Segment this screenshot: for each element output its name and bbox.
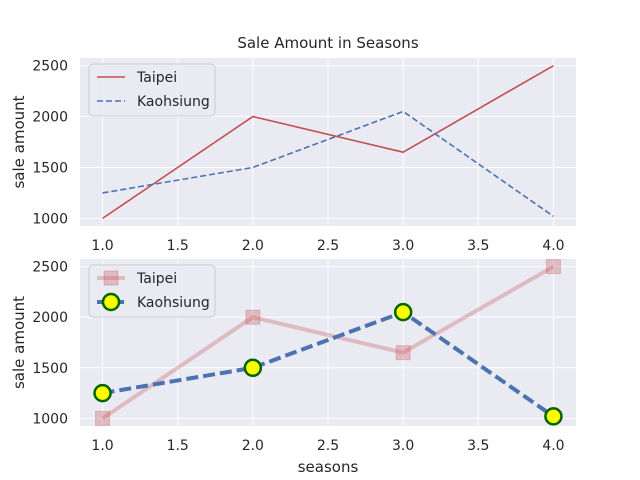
chart-title: Sale Amount in Seasons [237, 34, 418, 52]
x-tick-label: 2.5 [317, 438, 339, 454]
x-tick-label: 2.0 [242, 238, 264, 254]
series-kaohsiung [102, 110, 554, 217]
legend: Taipei Kaohsiung [88, 63, 216, 117]
y-tick-label: 1000 [32, 411, 68, 427]
data-point-taipei [245, 309, 261, 325]
x-tick-label: 3.0 [392, 438, 414, 454]
legend-marker-kaohsiung [101, 292, 121, 312]
legend-label-kaohsiung: Kaohsiung [137, 94, 210, 110]
series-taipei [95, 259, 561, 426]
y-tick-label: 1000 [32, 211, 68, 227]
series-line-taipei [102, 64, 554, 220]
series-line-taipei [101, 264, 555, 421]
bottom-chart-panel: 1.0 1.5 2.0 2.5 3.0 3.5 4.0 1000 1500 2000 2500 sal… [10, 259, 576, 476]
data-point-kaohsiung [93, 383, 112, 403]
y-axis-label: sale amount [10, 296, 28, 389]
legend-label-taipei: Taipei [136, 70, 177, 86]
series-line-kaohsiung [102, 310, 555, 419]
y-tick-label: 1500 [32, 361, 68, 377]
y-tick-label: 2000 [32, 110, 68, 126]
data-point-taipei [95, 410, 111, 426]
series-taipei [102, 64, 554, 220]
legend: Taipei Kaohsiung [88, 264, 216, 318]
y-tick-label: 1500 [32, 160, 68, 176]
data-point-kaohsiung [243, 358, 263, 378]
data-point-kaohsiung [393, 302, 413, 322]
y-tick-label: 2500 [32, 59, 68, 75]
x-tick-label: 1.5 [167, 238, 189, 254]
y-tick-label: 2500 [32, 260, 68, 276]
x-tick-label: 1.0 [91, 238, 113, 254]
x-tick-label: 4.0 [542, 238, 564, 254]
x-tick-label: 3.5 [467, 238, 489, 254]
x-tick-label: 1.5 [167, 438, 189, 454]
data-point-taipei [395, 345, 411, 361]
x-tick-label: 2.5 [317, 238, 339, 254]
x-tick-label: 3.5 [467, 438, 489, 454]
legend-label-kaohsiung: Kaohsiung [137, 295, 210, 311]
x-tick-label: 3.0 [392, 238, 414, 254]
x-tick-label: 1.0 [91, 438, 113, 454]
series-line-kaohsiung [102, 110, 554, 217]
x-tick-label: 2.0 [242, 438, 264, 454]
y-axis-label: sale amount [10, 95, 28, 188]
y-tick-label: 2000 [32, 310, 68, 326]
legend-marker-taipei [103, 270, 119, 286]
data-point-taipei [545, 259, 561, 275]
data-point-kaohsiung [544, 407, 563, 426]
legend-label-taipei: Taipei [136, 271, 177, 287]
x-axis-label: seasons [298, 458, 359, 476]
x-tick-label: 4.0 [542, 438, 564, 454]
top-chart-panel: 1.0 1.5 2.0 2.5 3.0 3.5 4.0 1000 1500 2000 2500 Sal… [10, 34, 576, 254]
series-kaohsiung [93, 302, 563, 426]
